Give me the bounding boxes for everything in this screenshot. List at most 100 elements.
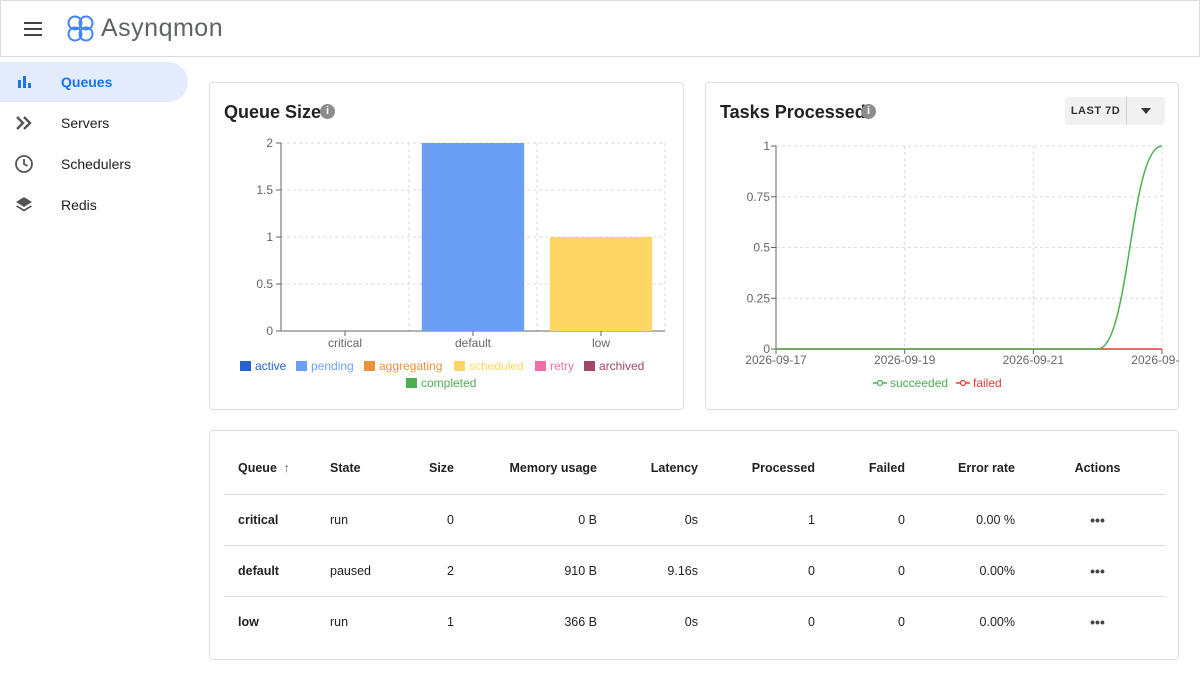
column-header-actions: Actions (1029, 443, 1166, 495)
legend-swatch (584, 361, 595, 371)
legend-swatch (535, 361, 546, 371)
x-tick-label: 2026-09-19 (874, 353, 936, 367)
y-tick-label: 1 (266, 230, 273, 244)
column-header-failed: Failed (829, 443, 919, 495)
sidebar-item-redis[interactable]: Redis (0, 185, 188, 225)
y-tick-label: 0 (266, 324, 273, 338)
queue-error-rate: 0.00% (919, 545, 1029, 597)
bar-low-scheduled (549, 237, 653, 331)
queue-memory-usage: 910 B (468, 545, 611, 597)
tasks-processed-card: Tasks Processed i LAST 7D 0 0.25 0.5 0.75 1 2… (705, 82, 1180, 410)
sidebar-item-label: Redis (61, 197, 97, 213)
queue-size: 0 (412, 494, 468, 546)
y-tick-label: 0 (763, 342, 770, 356)
sidebar-item-queues[interactable]: Queues (0, 62, 188, 102)
more-actions-icon[interactable]: ••• (1090, 562, 1105, 579)
column-header-latency: Latency (611, 443, 712, 495)
legend-label: active (255, 359, 287, 373)
legend-label: retry (550, 359, 574, 373)
x-tick-label: 2026-09-23 (1131, 353, 1180, 367)
clock-icon (15, 155, 33, 173)
sidebar: Queues Servers Schedulers Redis (0, 57, 200, 677)
series-line-succeeded (776, 145, 1163, 350)
bar-default-pending (421, 143, 525, 331)
table-header-row: Queue ↑ State Size Memory usage Latency … (224, 443, 1166, 495)
time-range-select[interactable]: LAST 7D (1065, 97, 1165, 125)
column-header-size: Size (412, 443, 468, 495)
x-tick-label: default (455, 336, 492, 350)
more-actions-icon[interactable]: ••• (1090, 613, 1105, 630)
bar-chart-icon (18, 76, 31, 88)
queue-memory-usage: 0 B (468, 494, 611, 546)
info-icon[interactable]: i (320, 104, 335, 119)
legend-label: aggregating (379, 359, 443, 373)
legend-label: archived (599, 359, 645, 373)
queue-failed: 0 (829, 494, 919, 546)
queue-name-link[interactable]: critical (224, 494, 316, 546)
legend-label: completed (421, 376, 477, 390)
legend-item-scheduled[interactable]: scheduled (454, 359, 524, 373)
sidebar-item-label: Schedulers (61, 156, 132, 172)
sidebar-item-schedulers[interactable]: Schedulers (0, 144, 188, 184)
double-chevron-icon (16, 116, 32, 130)
queue-latency: 0s (684, 614, 698, 629)
legend-swatch (454, 361, 465, 371)
x-tick-label: low (592, 336, 610, 350)
queue-processed: 1 (712, 494, 829, 546)
app-bar: Asynqmon (0, 0, 1200, 57)
app-title: Asynqmon (101, 14, 224, 42)
legend-item-pending[interactable]: pending (296, 359, 354, 373)
x-tick-label: 2026-09-17 (745, 353, 807, 367)
queue-state: run (316, 494, 412, 546)
queues-table-card: Queue ↑ State Size Memory usage Latency … (209, 430, 1179, 660)
column-header-state: State (316, 443, 412, 495)
queue-name-link[interactable]: default (224, 545, 316, 597)
header-label: Queue (238, 461, 277, 476)
queue-failed: 0 (898, 614, 905, 629)
queue-state: run (330, 614, 349, 629)
time-range-label: LAST 7D (1065, 97, 1127, 125)
legend-item-archived[interactable]: archived (584, 359, 644, 373)
y-tick-label: 0.5 (256, 277, 273, 291)
queue-latency: 0s (611, 494, 712, 546)
queue-error-rate: 0.00 % (919, 494, 1029, 546)
legend-label: failed (973, 376, 1002, 390)
column-header-queue[interactable]: Queue ↑ (224, 443, 316, 495)
legend-item-active[interactable]: active (240, 359, 286, 373)
table-row[interactable]: critical run 0 0 B 0s 1 0 0.00 % ••• (224, 494, 1166, 546)
queue-memory-usage: 366 B (564, 614, 597, 629)
queue-name-link[interactable]: low (238, 614, 259, 629)
x-tick-label: 2026-09-21 (1003, 353, 1065, 367)
table-row[interactable]: low run 1 366 B 0s 0 0 0.00% ••• (224, 596, 1166, 647)
more-actions-icon[interactable]: ••• (1090, 511, 1105, 528)
table-row[interactable]: default paused 2 910 B 9.16s 0 0 0.00% •… (224, 545, 1166, 597)
hamburger-menu-icon (24, 21, 42, 36)
legend-swatch (406, 378, 417, 388)
queue-size-card: Queue Size i 0 0.5 1 1.5 2 critical default low… (209, 82, 684, 410)
sort-ascending-icon[interactable]: ↑ (283, 461, 290, 476)
legend-label: scheduled (469, 359, 524, 373)
legend-item-aggregating[interactable]: aggregating (364, 359, 442, 373)
legend-swatch (240, 361, 251, 371)
queue-size: 2 (412, 545, 468, 597)
asynqmon-logo-icon (67, 15, 94, 41)
queues-table: Queue ↑ State Size Memory usage Latency … (224, 443, 1166, 647)
queue-size: 1 (447, 614, 454, 629)
legend-item-succeeded[interactable]: succeeded (873, 376, 948, 390)
column-header-processed: Processed (712, 443, 829, 495)
y-tick-label: 1 (763, 139, 770, 153)
y-tick-label: 0.75 (747, 190, 771, 204)
sidebar-item-servers[interactable]: Servers (0, 103, 188, 143)
menu-button[interactable] (1, 1, 65, 57)
dropdown-toggle[interactable] (1127, 97, 1165, 125)
app-logo[interactable]: Asynqmon (65, 14, 223, 44)
x-tick-label: critical (328, 336, 362, 350)
queue-processed: 0 (712, 545, 829, 597)
y-tick-label: 0.25 (747, 291, 771, 305)
sidebar-item-label: Servers (61, 115, 110, 131)
legend-item-completed[interactable]: completed (406, 376, 476, 390)
info-icon[interactable]: i (861, 104, 876, 119)
tasks-processed-title: Tasks Processed (720, 102, 866, 122)
legend-item-retry[interactable]: retry (535, 359, 574, 373)
legend-item-failed[interactable]: failed (956, 376, 1002, 390)
